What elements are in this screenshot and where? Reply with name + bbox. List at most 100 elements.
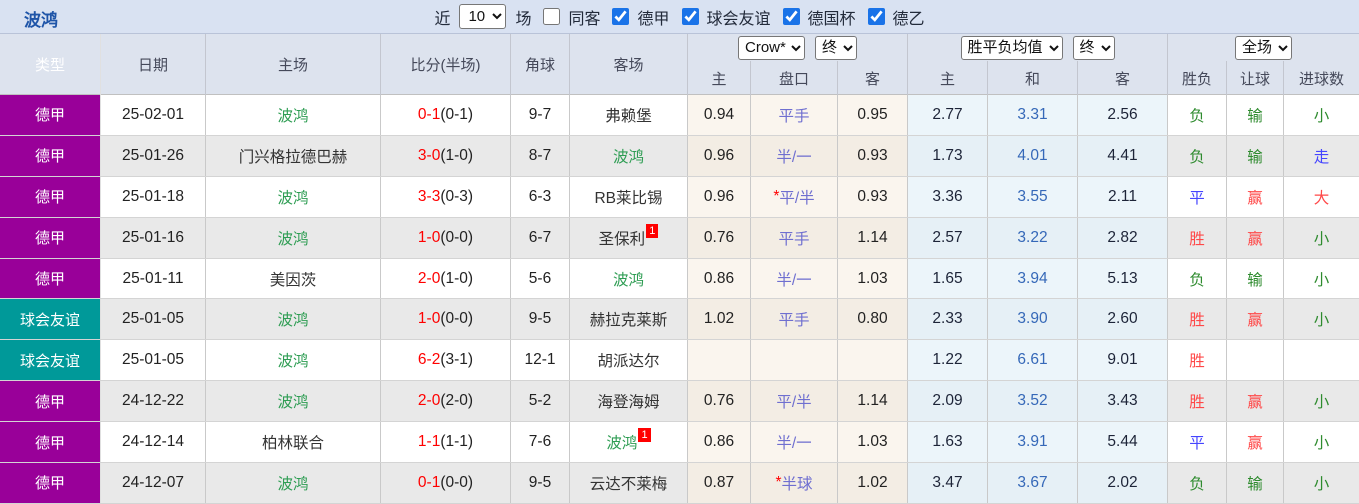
home-team-name[interactable]: 波鸿 — [277, 189, 309, 207]
subheader-odds-home: 主 — [688, 61, 751, 95]
scope-select[interactable]: 全场 — [1235, 35, 1292, 60]
result-handicap: 输 — [1227, 258, 1284, 299]
away-team-name[interactable]: 圣保利 — [598, 230, 646, 248]
avg-odds-draw: 3.90 — [988, 299, 1078, 340]
table-row: 球会友谊 25-01-05 波鸿 6-2 (3-1) 12-1 胡派达尔 1.22… — [0, 340, 1359, 382]
away-team-name[interactable]: 赫拉克莱斯 — [589, 312, 668, 330]
result-handicap: 输 — [1227, 135, 1284, 176]
away-team-name[interactable]: 弗赖堡 — [605, 107, 652, 125]
away-team-name[interactable]: 波鸿 — [612, 148, 644, 166]
handicap-line: 平/半 — [776, 394, 812, 412]
table-row: 德甲 25-01-18 波鸿 3-3 (0-3) 6-3 RB莱比锡 0.96 *… — [0, 176, 1359, 218]
away-team-name[interactable]: 云达不莱梅 — [589, 475, 668, 493]
result-win-draw-loss: 胜 — [1168, 340, 1227, 381]
avg-odds-draw: 4.01 — [988, 135, 1078, 176]
avg-odds-home: 2.09 — [908, 381, 988, 422]
result-goals: 小 — [1284, 381, 1359, 422]
table-row: 球会友谊 25-01-05 波鸿 1-0 (0-0) 9-5 赫拉克莱斯 1.02… — [0, 299, 1359, 341]
league-bundesliga2-checkbox[interactable] — [867, 8, 885, 25]
half-time-score: (2-0) — [440, 392, 474, 410]
full-time-score: 2-0 — [417, 269, 441, 287]
home-team-name[interactable]: 波鸿 — [277, 475, 309, 493]
handicap-line: 半/一 — [776, 271, 812, 289]
handicap-odds-away: 1.02 — [838, 463, 908, 503]
match-date: 25-01-18 — [101, 176, 206, 217]
result-goals: 小 — [1313, 107, 1330, 125]
handicap-odds-away: 1.03 — [838, 422, 908, 463]
result-win-draw-loss: 胜 — [1168, 381, 1227, 422]
avg-state-select[interactable]: 终 — [1072, 35, 1115, 60]
league-friendly-checkbox[interactable] — [681, 8, 699, 25]
subheader-odds-away: 客 — [838, 61, 908, 95]
handicap-odds-away: 0.93 — [838, 176, 908, 217]
away-team-name[interactable]: RB莱比锡 — [594, 189, 663, 207]
score-cell: 2-0 (2-0) — [381, 381, 511, 422]
avg-odds-draw: 3.31 — [988, 95, 1078, 135]
match-date: 24-12-22 — [101, 381, 206, 422]
home-team-name[interactable]: 门兴格拉德巴赫 — [238, 148, 348, 166]
home-team-cell: 波鸿 — [206, 463, 381, 503]
league-dfb-pokal-checkbox[interactable] — [782, 8, 800, 25]
home-team-cell: 门兴格拉德巴赫 — [206, 135, 381, 176]
away-team-name[interactable]: 海登海姆 — [597, 394, 660, 412]
same-opponent-label: 同客 — [568, 10, 601, 28]
same-opponent-checkbox[interactable] — [543, 8, 561, 25]
result-win-draw-loss: 平 — [1168, 176, 1227, 217]
half-time-score: (0-0) — [440, 310, 474, 328]
home-team-name[interactable]: 美因茨 — [269, 271, 317, 289]
league-bundesliga-checkbox[interactable] — [612, 8, 630, 25]
star-marker: * — [773, 187, 780, 205]
bookmaker-state-select[interactable]: 终 — [815, 35, 857, 60]
odds-selector-row: Crow* 终 胜平负均值 终 全场 — [688, 34, 1359, 61]
home-team-name[interactable]: 柏林联合 — [261, 435, 324, 453]
home-team-name[interactable]: 波鸿 — [277, 394, 309, 412]
home-team-name[interactable]: 波鸿 — [277, 107, 309, 125]
recent-count-select[interactable]: 10 — [459, 4, 507, 29]
bookmaker-selector-group: Crow* 终 — [688, 34, 908, 61]
half-time-score: (3-1) — [440, 351, 474, 369]
handicap-odds-home: 1.02 — [688, 299, 751, 340]
result-handicap — [1227, 340, 1284, 381]
result-handicap: 赢 — [1227, 217, 1284, 258]
filter-controls: 近 10 场 同客 德甲 球会友谊 德国杯 德乙 — [432, 4, 926, 29]
table-row: 德甲 25-01-16 波鸿 1-0 (0-0) 6-7 圣保利 1 0.76 平手… — [0, 217, 1359, 259]
home-team-name[interactable]: 波鸿 — [277, 312, 309, 330]
handicap-line: 平手 — [778, 312, 810, 330]
match-type-badge: 德甲 — [0, 463, 101, 503]
away-team-cell: 圣保利 1 — [570, 217, 688, 258]
handicap-line: 半球 — [781, 475, 813, 493]
match-date: 25-01-26 — [101, 135, 206, 176]
away-team-name[interactable]: 波鸿 — [612, 271, 644, 289]
handicap-odds-home: 0.94 — [688, 95, 751, 135]
home-team-cell: 美因茨 — [206, 258, 381, 299]
handicap-line: 平手 — [778, 230, 810, 248]
corner-count: 7-6 — [511, 422, 570, 463]
handicap-line-cell: 平手 — [751, 95, 838, 135]
full-time-score: 1-0 — [417, 310, 441, 328]
corner-count: 12-1 — [511, 340, 570, 381]
header-type: 类型 — [0, 34, 101, 95]
table-header: 类型 日期 主场 比分(半场) 角球 客场 Crow* 终 胜平负均值 终 全场… — [0, 34, 1359, 95]
subheader-avg-home: 主 — [908, 61, 988, 95]
score-cell: 3-0 (1-0) — [381, 135, 511, 176]
match-date: 25-01-05 — [101, 340, 206, 381]
bookmaker-select[interactable]: Crow* — [738, 35, 805, 60]
avg-odds-draw: 3.91 — [988, 422, 1078, 463]
avg-odds-home: 2.77 — [908, 95, 988, 135]
away-team-name[interactable]: 波鸿 — [606, 435, 638, 453]
away-team-cell: 云达不莱梅 — [570, 463, 688, 503]
full-time-score: 0-1 — [417, 473, 441, 491]
score-cell: 2-0 (1-0) — [381, 258, 511, 299]
away-team-name[interactable]: 胡派达尔 — [597, 353, 660, 371]
avg-type-select[interactable]: 胜平负均值 — [960, 35, 1063, 60]
full-time-score: 1-0 — [417, 228, 441, 246]
home-team-cell: 波鸿 — [206, 381, 381, 422]
topbar: 波鸿 近 10 场 同客 德甲 球会友谊 德国杯 德乙 — [0, 0, 1359, 34]
table-row: 德甲 25-01-11 美因茨 2-0 (1-0) 5-6 波鸿 0.86 半/一… — [0, 258, 1359, 300]
handicap-line-cell: 平手 — [751, 217, 838, 258]
header-odds-section: Crow* 终 胜平负均值 终 全场 主 盘口 客 主 和 客 胜负 让球 — [688, 34, 1359, 95]
table-row: 德甲 24-12-14 柏林联合 1-1 (1-1) 7-6 波鸿 1 0.86 半… — [0, 422, 1359, 464]
score-cell: 6-2 (3-1) — [381, 340, 511, 381]
home-team-name[interactable]: 波鸿 — [277, 353, 309, 371]
home-team-name[interactable]: 波鸿 — [277, 230, 309, 248]
